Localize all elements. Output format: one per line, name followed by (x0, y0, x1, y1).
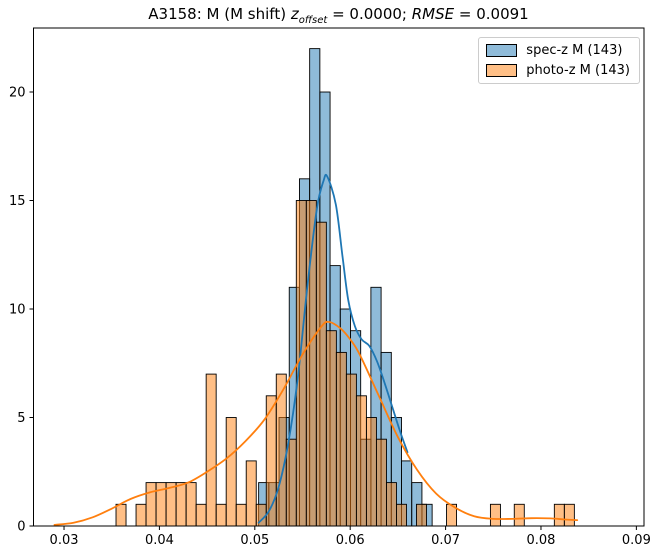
hist-bar-photo-z (335, 351, 347, 527)
y-tick-label: 0 (17, 520, 25, 535)
hist-bar-photo-z (513, 503, 525, 527)
title-rmse-var: RMSE (411, 5, 455, 23)
hist-bar-photo-z (325, 330, 337, 527)
x-tick-label: 0.08 (527, 533, 556, 548)
title-prefix: A3158: M (M shift) (148, 5, 291, 23)
y-tick-label: 10 (9, 303, 26, 318)
kde-curve-photo-z (53, 320, 579, 526)
legend-swatch-photo-z (486, 64, 518, 77)
hist-bar-photo-z (185, 482, 197, 527)
legend-swatch-spec-z (486, 44, 518, 57)
hist-bar-photo-z (355, 395, 367, 527)
legend-item-photo-z: photo-z M (143) (486, 63, 630, 78)
y-tick-label: 15 (9, 194, 26, 209)
title-zoffset-value: = 0.0000; (327, 5, 412, 23)
axes-spines (33, 27, 645, 527)
legend-label-spec-z: spec-z M (143) (526, 43, 623, 58)
hist-bar-photo-z (345, 373, 357, 527)
hist-bar-photo-z (275, 373, 287, 527)
x-tick-label: 0.09 (622, 533, 651, 548)
x-tick-label: 0.07 (431, 533, 460, 548)
hist-bar-photo-z (205, 373, 217, 527)
x-tick-label: 0.06 (336, 533, 365, 548)
hist-bar-photo-z (195, 503, 207, 527)
y-tick-label: 20 (9, 86, 26, 101)
hist-bar-photo-z (245, 460, 257, 527)
hist-bar-photo-z (416, 503, 427, 527)
title-z-var: z (290, 5, 299, 23)
hist-bar-photo-z (385, 482, 397, 527)
hist-bar-photo-z (489, 503, 501, 527)
title-rmse-value: = 0.0091 (454, 5, 529, 23)
hist-bar-photo-z (396, 503, 407, 527)
x-tick-label: 0.03 (50, 533, 79, 548)
y-tick-label: 5 (17, 411, 25, 426)
hist-bar-photo-z (365, 417, 377, 527)
x-tick-label: 0.05 (240, 533, 269, 548)
hist-bar-photo-z (215, 503, 227, 527)
hist-bar-photo-z (235, 503, 247, 527)
legend-label-photo-z: photo-z M (143) (526, 63, 630, 78)
hist-bar-photo-z (315, 221, 327, 527)
x-tick-label: 0.04 (145, 533, 174, 548)
chart-title: A3158: M (M shift) zoffset = 0.0000; RMS… (33, 5, 644, 26)
title-z-subscript: offset (298, 15, 328, 26)
hist-bar-photo-z (553, 503, 565, 527)
legend-item-spec-z: spec-z M (143) (486, 43, 630, 58)
hist-bar-photo-z (175, 482, 187, 527)
hist-bar-photo-z (285, 438, 297, 527)
hist-bar-photo-z (375, 438, 387, 527)
legend: spec-z M (143) photo-z M (143) (478, 37, 640, 84)
hist-bar-photo-z (135, 503, 147, 527)
hist-bar-photo-z (225, 417, 237, 527)
hist-bar-photo-z (145, 482, 157, 527)
kde-curve-spec-z (257, 173, 409, 524)
hist-bar-photo-z (563, 503, 575, 527)
hist-bar-photo-z (115, 503, 127, 527)
